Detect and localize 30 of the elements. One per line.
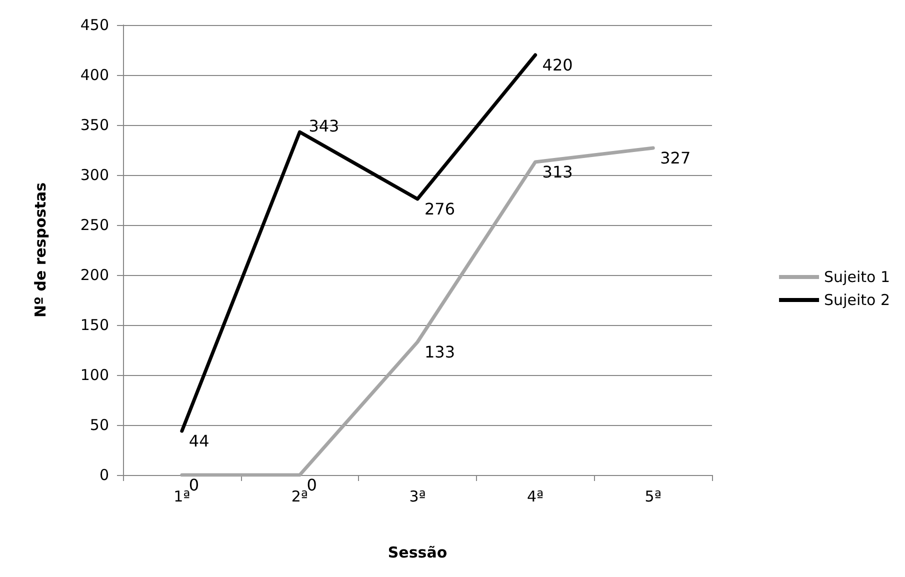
data-label: 133	[424, 342, 456, 362]
y-tick-label: 100	[80, 366, 109, 384]
data-label: 0	[188, 476, 200, 494]
data-label: 276	[424, 200, 456, 218]
x-tick-label: 5ª	[644, 488, 662, 506]
line-series	[180, 53, 538, 433]
data-label: 343	[308, 116, 340, 136]
data-label: 327	[660, 148, 691, 168]
data-label: 313	[542, 162, 573, 182]
y-tick-label: 50	[90, 416, 109, 434]
y-tick-label: 200	[80, 266, 109, 284]
y-tick-label: 0	[99, 466, 109, 484]
x-axis-title: Sessão	[388, 544, 448, 562]
x-tick-label: 3ª	[409, 488, 426, 506]
x-tick-label: 4ª	[526, 488, 544, 506]
y-tick-label: 150	[80, 316, 109, 334]
legend-label: Sujeito 2	[824, 291, 890, 309]
data-label: 420	[542, 56, 573, 74]
y-tick-label: 400	[80, 66, 109, 84]
data-label: 0	[306, 476, 317, 494]
line-series	[180, 146, 655, 477]
y-tick-label: 250	[80, 216, 109, 234]
y-tick-label: 300	[80, 166, 109, 184]
legend-label: Sujeito 1	[824, 268, 890, 286]
y-tick-label: 350	[80, 116, 109, 134]
y-tick-label: 450	[80, 16, 109, 34]
x-tick-label: 2ª	[291, 488, 308, 506]
data-label: 44	[188, 432, 210, 450]
y-axis-title: Nº de respostas	[32, 182, 50, 318]
x-tick-label: 1ª	[174, 488, 190, 506]
